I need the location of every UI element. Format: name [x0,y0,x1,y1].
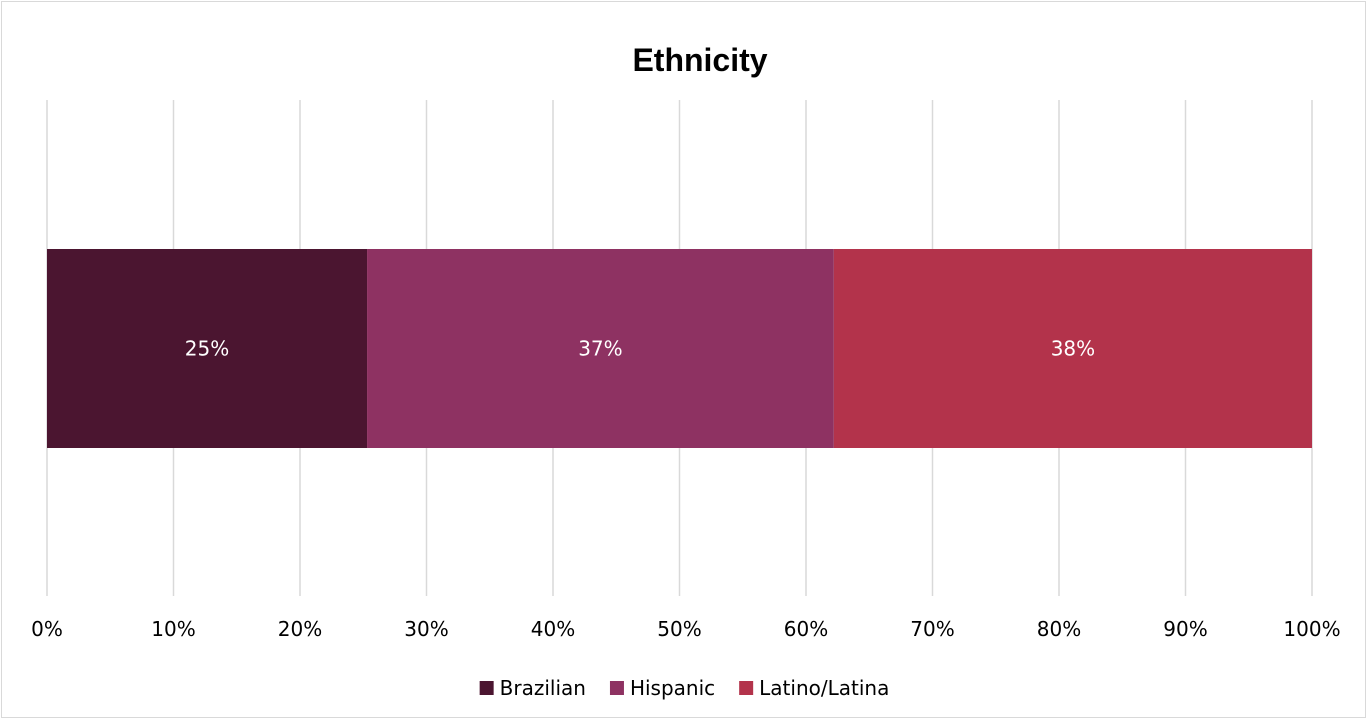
x-tick-label: 20% [278,617,322,641]
x-tick-label: 0% [31,617,63,641]
x-tick-label: 80% [1037,617,1081,641]
bar-segments: 25% 37% 38% [47,249,1312,448]
legend-label: Hispanic [630,676,715,700]
x-axis-ticks: 0% 10% 20% 30% 40% 50% 60% 70% 80% 90% 100% [31,617,1340,641]
x-tick-label: 10% [151,617,195,641]
legend: Brazilian Hispanic Latino/Latina [479,676,889,700]
legend-swatch [739,681,754,695]
x-tick-label: 50% [657,617,701,641]
legend-label: Brazilian [500,676,586,700]
x-tick-label: 100% [1283,617,1340,641]
x-tick-label: 70% [910,617,954,641]
chart-title: Ethnicity [632,42,767,78]
legend-label: Latino/Latina [759,676,889,700]
x-tick-label: 40% [531,617,575,641]
data-label: 38% [1051,337,1095,361]
data-label: 25% [185,337,229,361]
bar-segment [47,249,368,448]
bar-segment [833,249,1312,448]
legend-swatch [479,681,494,695]
data-label: 37% [578,337,622,361]
legend-swatch [609,681,624,695]
x-tick-label: 30% [404,617,448,641]
x-tick-label: 60% [784,617,828,641]
bar-segment [367,249,834,448]
x-tick-label: 90% [1163,617,1207,641]
